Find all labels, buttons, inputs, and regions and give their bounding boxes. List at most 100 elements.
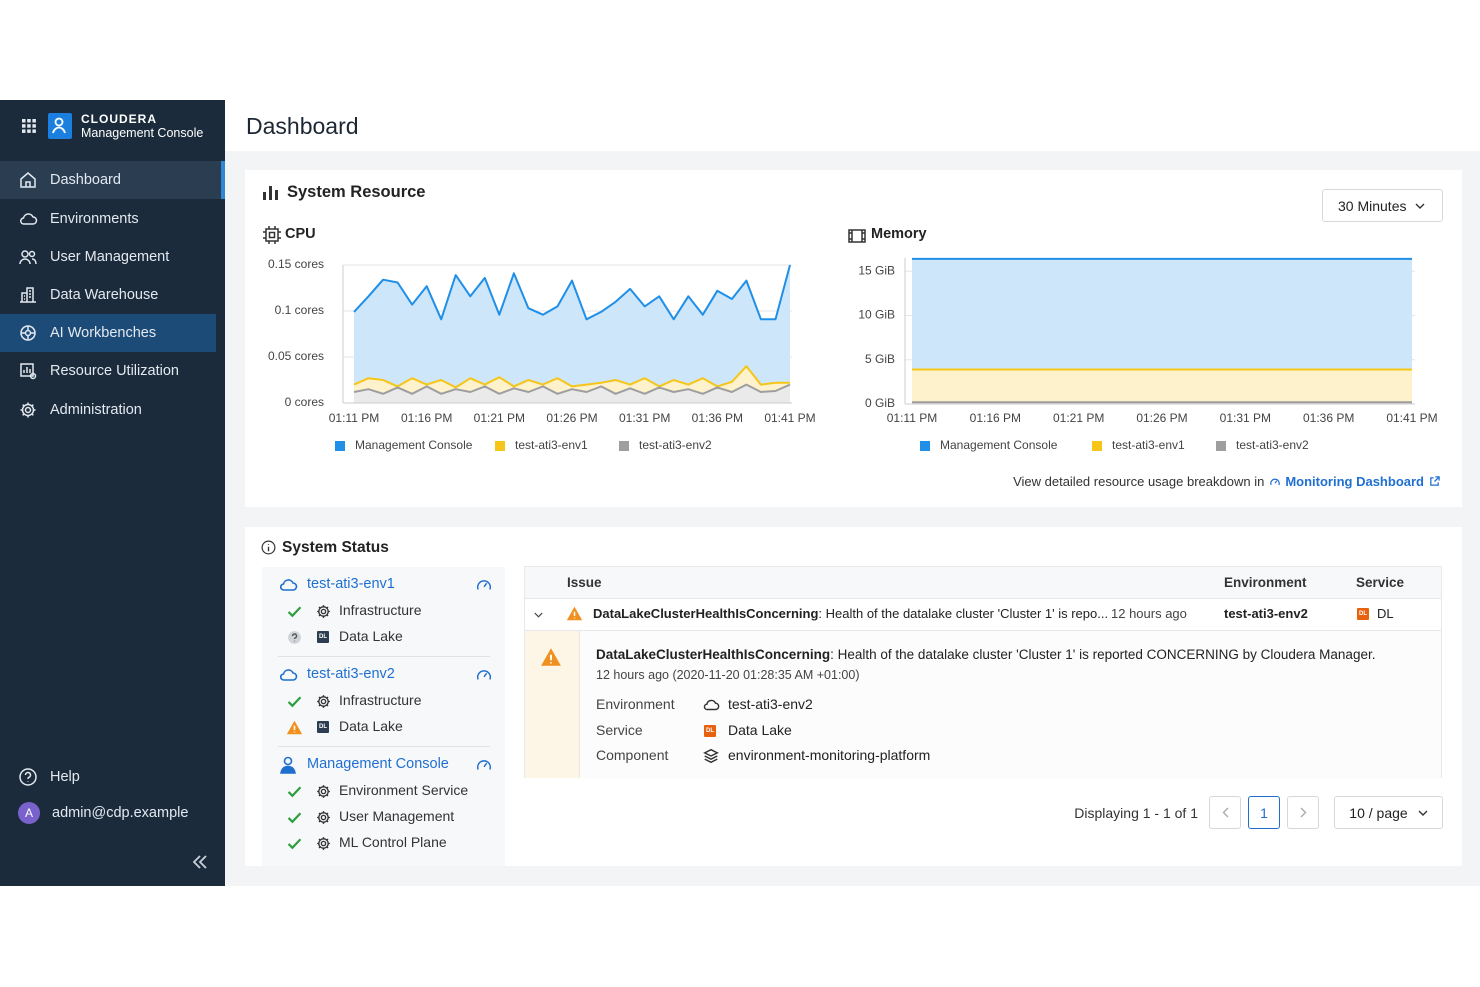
next-page[interactable]	[1287, 796, 1319, 829]
badge: DL	[317, 721, 329, 733]
legend-label: test-ati3-env1	[515, 438, 588, 452]
bars-icon	[263, 186, 278, 200]
product: Management Console	[81, 126, 204, 140]
icon-shape	[275, 190, 278, 200]
nav-label: Environments	[50, 211, 139, 227]
chevron	[1418, 810, 1428, 816]
nav-item[interactable]: Resource Utilization	[0, 352, 225, 390]
y-tick-label: 0.15 cores	[268, 257, 324, 271]
nav-label: User Management	[50, 249, 170, 265]
x-tick-label: 01:21 PM	[474, 411, 525, 425]
collapse[interactable]	[191, 854, 209, 870]
icon	[20, 402, 36, 418]
icon-shape	[24, 406, 32, 414]
icon-shape	[54, 117, 64, 127]
detail-title: DataLakeClusterHealthIsConcerning: Healt…	[596, 647, 1375, 662]
page-title: Dashboard	[246, 113, 359, 139]
icon-shape	[19, 258, 31, 265]
icon-shape	[320, 698, 327, 704]
icon-shape	[476, 580, 492, 590]
item-label: User Management	[339, 808, 455, 824]
icon-shape	[268, 231, 276, 239]
page-button[interactable]: 1	[1248, 796, 1280, 829]
field-label: Environment	[596, 696, 675, 712]
nav-item[interactable]: User Management	[0, 238, 225, 276]
page-size[interactable]: 10 / page	[1334, 796, 1443, 829]
x-tick-label: 01:26 PM	[546, 411, 597, 425]
icon-shape	[32, 124, 36, 128]
card-title: System Resource	[287, 183, 426, 201]
column-header: Service	[1356, 575, 1405, 590]
icon-shape	[703, 699, 720, 711]
gear-icon	[317, 604, 330, 618]
nav-item[interactable]: Administration	[0, 391, 225, 429]
icon-shape	[20, 287, 36, 303]
item-label: Data Lake	[339, 628, 403, 644]
external-icon	[1430, 476, 1440, 486]
chevron	[1415, 203, 1425, 209]
item-label: ML Control Plane	[339, 834, 447, 850]
icon-shape	[265, 228, 279, 242]
x-tick-label: 01:31 PM	[619, 411, 670, 425]
icon	[20, 363, 37, 380]
icon	[20, 172, 36, 188]
issue-cell: DataLakeClusterHealthIsConcerning: Healt…	[593, 606, 1108, 621]
icon-shape	[320, 788, 327, 794]
icon-shape	[24, 329, 32, 337]
icon-shape	[23, 367, 31, 373]
icon	[20, 325, 36, 341]
separator	[278, 746, 490, 747]
item-label: Infrastructure	[339, 692, 422, 708]
icon-shape	[22, 129, 26, 133]
icon-shape	[32, 119, 36, 123]
monitoring-link[interactable]: Monitoring Dashboard	[1285, 474, 1424, 489]
icon-shape	[288, 630, 301, 644]
y-tick-label: 0 cores	[285, 395, 324, 409]
help[interactable]: Help	[0, 758, 225, 796]
x-tick-label: 01:36 PM	[1303, 411, 1354, 425]
icon	[19, 768, 37, 786]
icon-shape	[21, 250, 29, 258]
x-tick-label: 01:41 PM	[1386, 411, 1437, 425]
icon-shape	[263, 186, 278, 200]
cloud-icon	[703, 699, 720, 711]
field-label: Service	[596, 721, 643, 738]
nav-item[interactable]: Dashboard	[0, 161, 225, 199]
console-icon	[280, 756, 296, 774]
chart-title: Memory	[871, 226, 927, 242]
row-line	[525, 630, 1441, 631]
group-name[interactable]: test-ati3-env2	[307, 666, 395, 682]
badge: DL	[1357, 608, 1369, 620]
x-tick-label: 01:31 PM	[1220, 411, 1271, 425]
sidebar: CLOUDERA Management Console Dashboard En…	[0, 100, 225, 886]
gauge-icon	[476, 580, 492, 590]
pagination-summary: Displaying 1 - 1 of 1	[1074, 805, 1198, 821]
gear-icon	[317, 784, 330, 798]
icon-shape	[476, 760, 492, 770]
badge: DL	[317, 631, 329, 643]
nav-item[interactable]: AI Workbenches	[0, 314, 216, 352]
range-select[interactable]: 30 Minutes	[1322, 189, 1443, 222]
nav-label: AI Workbenches	[50, 325, 157, 341]
legend-swatch	[920, 441, 930, 451]
ok-icon	[287, 785, 302, 797]
group-name[interactable]: test-ati3-env1	[307, 576, 395, 592]
icon-shape	[22, 124, 26, 128]
group-name[interactable]: Management Console	[307, 756, 449, 772]
layers-icon	[703, 748, 719, 764]
icon-shape	[317, 604, 330, 618]
prev-page[interactable]	[1209, 796, 1241, 829]
nav-item[interactable]: Data Warehouse	[0, 276, 225, 314]
issue-env: test-ati3-env2	[1224, 606, 1308, 621]
warning-icon	[286, 720, 303, 734]
icon-shape	[31, 258, 37, 265]
cloud-icon	[279, 669, 298, 681]
field-value: environment-monitoring-platform	[728, 747, 931, 763]
avatar: A	[18, 802, 40, 824]
apps-icon[interactable]	[22, 119, 36, 133]
x-tick-label: 01:26 PM	[1136, 411, 1187, 425]
nav-item[interactable]: Environments	[0, 200, 225, 238]
item-label: Infrastructure	[339, 602, 422, 618]
